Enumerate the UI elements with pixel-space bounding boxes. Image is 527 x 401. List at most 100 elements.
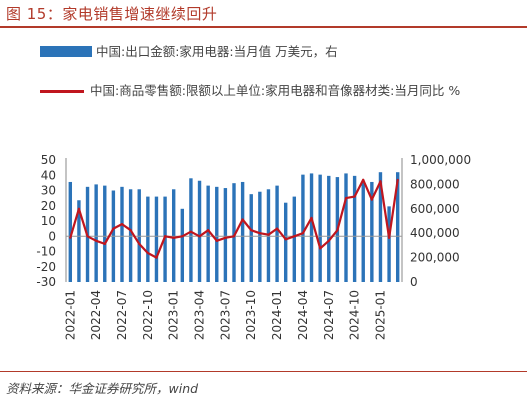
bar-mark	[171, 189, 176, 282]
bar-mark	[223, 188, 228, 282]
y-left-tick-label: -10	[36, 245, 56, 259]
bar-mark	[275, 185, 279, 282]
legend-line-swatch	[40, 90, 84, 93]
line-point	[207, 229, 210, 232]
x-tick-label: 2025-01	[373, 290, 387, 340]
y-left-tick-label: -20	[36, 260, 56, 274]
line-point	[241, 218, 244, 221]
bar-mark	[309, 173, 314, 282]
legend-bar-swatch	[40, 46, 92, 57]
line-point	[258, 232, 261, 235]
line-point	[327, 239, 330, 242]
y-left-tick-label: -30	[36, 275, 56, 289]
bar-mark	[197, 180, 202, 282]
y-left-tick-label: 40	[41, 168, 56, 182]
source-divider	[0, 371, 527, 372]
bar-mark	[180, 208, 185, 282]
line-point	[301, 232, 305, 235]
line-point	[319, 247, 322, 250]
line-point	[189, 230, 193, 233]
chart-plot: -30-20-10010203040500200,000400,000600,0…	[36, 153, 471, 340]
bar-mark	[318, 174, 322, 282]
bar-mark	[283, 202, 288, 282]
bar-mark	[240, 181, 245, 282]
y-right-tick-label: 800,000	[410, 177, 460, 191]
chart-title: 图 15：家电销售增速继续回升	[6, 5, 218, 23]
bar-mark	[163, 196, 167, 282]
line-point	[379, 180, 382, 183]
line-point	[284, 238, 287, 241]
line-point	[86, 235, 89, 238]
bar-mark	[361, 180, 365, 282]
line-point	[293, 235, 296, 238]
bar-mark	[215, 186, 219, 282]
line-point	[95, 239, 98, 242]
bar-mark	[103, 185, 107, 282]
bar-mark	[292, 196, 297, 282]
title-divider	[0, 26, 527, 28]
line-point	[250, 229, 253, 232]
y-right-tick-label: 1,000,000	[410, 153, 471, 167]
bar-mark	[370, 181, 374, 282]
bar-mark	[128, 189, 133, 282]
line-point	[77, 207, 81, 210]
y-right-tick-label: 400,000	[410, 226, 460, 240]
legend-item-line: 中国:商品零售额:限额以上单位:家用电器和音像器材类:当月同比 %	[40, 80, 520, 101]
line-point	[353, 195, 356, 198]
bar-mark	[137, 189, 141, 282]
y-right-tick-label: 600,000	[410, 202, 460, 216]
x-tick-label: 2024-07	[322, 290, 336, 340]
line-point	[336, 229, 339, 232]
y-right-tick-label: 200,000	[410, 251, 460, 265]
line-point	[396, 178, 399, 181]
line-point	[370, 198, 373, 201]
x-tick-label: 2022-10	[141, 290, 155, 340]
bar-mark	[395, 172, 400, 282]
x-tick-label: 2023-04	[193, 290, 207, 340]
line-point	[120, 222, 124, 226]
line-point	[138, 242, 141, 245]
x-tick-label: 2024-10	[348, 290, 362, 340]
bar-mark	[344, 173, 348, 282]
x-tick-label: 2024-04	[296, 290, 310, 340]
line-point	[103, 242, 106, 245]
line-point	[129, 229, 132, 232]
source-note: 资料来源：华金证券研究所，wind	[6, 381, 199, 396]
bar-mark	[94, 184, 98, 282]
y-left-tick-label: 50	[41, 153, 56, 167]
line-point	[362, 178, 365, 181]
line-point	[172, 236, 175, 239]
line-point	[181, 235, 184, 238]
line-point	[267, 233, 270, 236]
x-tick-label: 2023-10	[244, 290, 258, 340]
bar-mark	[378, 172, 383, 282]
x-tick-label: 2023-01	[167, 290, 181, 340]
line-point	[163, 235, 167, 238]
x-tick-label: 2024-01	[270, 290, 284, 340]
bar-mark	[146, 196, 150, 282]
bar-mark	[77, 200, 81, 282]
line-point	[275, 227, 279, 230]
bar-mark	[352, 175, 357, 282]
line-point	[215, 239, 218, 242]
y-left-tick-label: 30	[41, 184, 56, 198]
x-tick-label: 2023-07	[218, 290, 232, 340]
x-tick-label: 2022-07	[115, 290, 129, 340]
line-point	[310, 216, 313, 220]
bar-mark	[154, 196, 159, 282]
legend-item-bar: 中国:出口金额:家用电器:当月值 万美元，右	[40, 41, 520, 62]
y-right-tick-label: 0	[410, 275, 418, 289]
line-point	[387, 236, 391, 239]
line-point	[344, 197, 348, 200]
line-point	[112, 227, 115, 230]
bar-mark	[387, 206, 391, 282]
legend-bar-label: 中国:出口金额:家用电器:当月值 万美元，右	[96, 44, 338, 59]
legend-line-label: 中国:商品零售额:限额以上单位:家用电器和音像器材类:当月同比 %	[90, 83, 461, 98]
bar-mark	[232, 183, 236, 282]
bar-mark	[258, 191, 262, 282]
y-left-tick-label: 10	[41, 214, 56, 228]
bar-mark	[206, 185, 210, 282]
line-point	[198, 235, 201, 238]
y-left-tick-label: 0	[48, 229, 56, 243]
line-point	[155, 256, 158, 259]
